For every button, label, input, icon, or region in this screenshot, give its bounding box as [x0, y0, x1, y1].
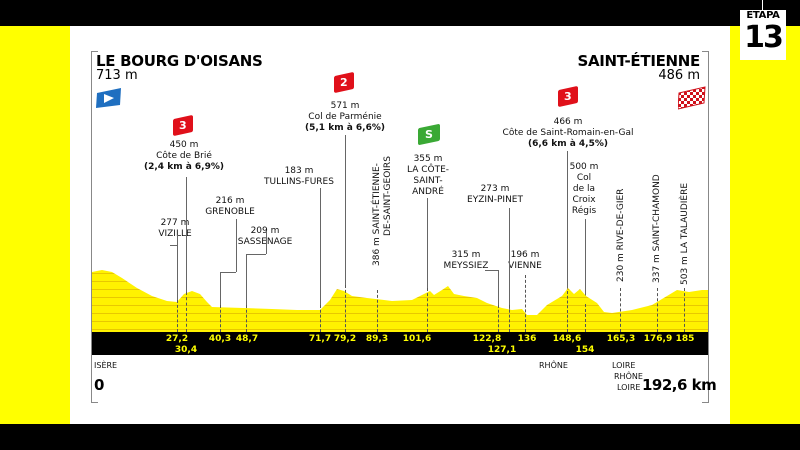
- climb-label-parmenie: 571 m Col de Parménie (5,1 km à 6,6%): [305, 101, 385, 133]
- sprint-label: 355 m LA CÔTE- SAINT- ANDRÉ: [406, 154, 450, 197]
- km-marker: 176,9: [643, 334, 673, 344]
- km-marker: 122,8: [472, 334, 502, 344]
- region-rhone: RHÔNE: [614, 372, 643, 381]
- stage-badge: ETAPA 13: [740, 10, 786, 60]
- km-marker: 40,3: [208, 334, 232, 344]
- climb-category-badge: 3: [173, 114, 193, 137]
- region-rhone: RHÔNE: [539, 361, 568, 370]
- distance-total: 192,6 km: [642, 376, 717, 394]
- sprint-icon: S: [418, 123, 440, 146]
- km-marker: 79,2: [333, 334, 357, 344]
- leader-line: [345, 135, 346, 285]
- km-marker: 127,1: [487, 345, 517, 355]
- town-meyssiez: 315 m MEYSSIEZ: [443, 250, 489, 271]
- leader-line: [567, 151, 568, 291]
- right-frame-bracket: [702, 51, 709, 403]
- col-croix-regis: 500 m Col de la Croix Régis: [569, 162, 599, 216]
- start-city: LE BOURG D'OISANS: [96, 52, 263, 70]
- km-marker: 148,6: [552, 334, 582, 344]
- stage-tick: [762, 0, 763, 10]
- climb-label-saint-romain: 466 m Côte de Saint-Romain-en-Gal (6,6 k…: [502, 117, 634, 149]
- region-loire: LOIRE: [617, 383, 641, 392]
- km-marker: 101,6: [402, 334, 432, 344]
- region-loire: LOIRE: [612, 361, 636, 370]
- town-eyzin-pinet: 273 m EYZIN-PINET: [467, 184, 523, 205]
- leader-line: [186, 177, 187, 292]
- stage-number: 13: [744, 20, 784, 55]
- climb-label-brie: 450 m Côte de Brié (2,4 km à 6,9%): [144, 140, 224, 172]
- km-marker: 30,4: [174, 345, 198, 355]
- town-vienne: 196 m VIENNE: [508, 250, 542, 271]
- left-yellow-strip: [0, 26, 70, 424]
- km-marker: 165,3: [606, 334, 636, 344]
- km-marker: 136: [517, 334, 537, 344]
- km-marker: 154: [575, 345, 595, 355]
- bottom-black-bar: [0, 424, 800, 450]
- km-marker: 27,2: [165, 334, 189, 344]
- km-marker: 185: [675, 334, 695, 344]
- leader-line: [509, 208, 510, 318]
- leader-line: [266, 232, 267, 254]
- km-marker: 48,7: [235, 334, 259, 344]
- top-black-bar: [0, 0, 800, 26]
- leader-line: [236, 219, 237, 272]
- climb-category-badge: 3: [558, 85, 578, 108]
- right-yellow-strip: [730, 26, 800, 424]
- town-grenoble: 216 m GRENOBLE: [205, 196, 255, 217]
- region-isere: ISÈRE: [94, 361, 118, 370]
- climb-category-badge: 2: [334, 71, 354, 94]
- start-flag-icon: [96, 88, 121, 108]
- checkered-flag-icon: [678, 86, 706, 110]
- leader-line: [320, 188, 321, 308]
- leader-line: [427, 198, 428, 288]
- town-vizille: 277 m VIZILLE: [158, 218, 192, 239]
- leader-line: [246, 254, 247, 314]
- distance-start: 0: [94, 376, 105, 394]
- start-altitude: 713 m: [96, 68, 138, 83]
- town-tullins-fures: 183 m TULLINS-FURES: [264, 166, 334, 187]
- km-marker: 89,3: [365, 334, 389, 344]
- leader-line: [177, 245, 178, 303]
- leader-line: [177, 235, 178, 245]
- elevation-profile: [92, 270, 708, 332]
- finish-altitude: 486 m: [658, 68, 700, 83]
- leader-line: [220, 272, 221, 312]
- km-marker: 71,7: [308, 334, 332, 344]
- km-marker-bar: [92, 332, 708, 355]
- town-sassenage: 209 m SASSENAGE: [237, 226, 293, 247]
- finish-city: SAINT-ÉTIENNE: [577, 52, 700, 70]
- stage-label: ETAPA: [746, 10, 780, 21]
- left-frame-bracket: [91, 51, 98, 403]
- leader-line: [585, 219, 586, 304]
- leader-line: [498, 270, 499, 315]
